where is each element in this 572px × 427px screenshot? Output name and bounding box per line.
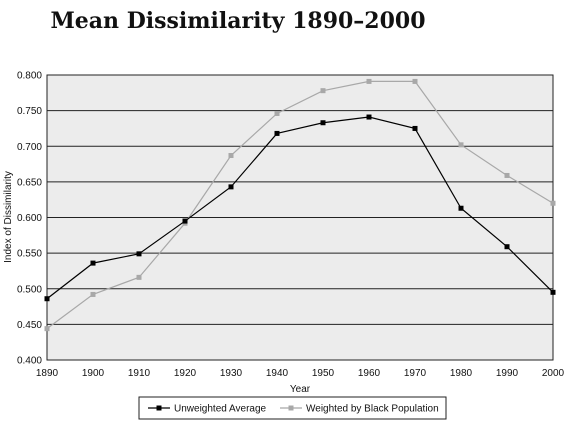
y-tick-label: 0.700	[17, 142, 42, 153]
series-line	[46, 80, 554, 330]
y-tick-label: 0.750	[17, 106, 42, 117]
data-point	[228, 153, 234, 159]
legend-label: Unweighted Average	[174, 404, 267, 415]
x-tick-label: 1980	[450, 368, 473, 379]
x-tick-label: 1900	[82, 368, 105, 379]
y-tick-label: 0.600	[17, 213, 42, 224]
x-tick-labels: 1890 1900 1910 1920 1930 1940 1950 1960 1970 1980…	[36, 368, 565, 379]
series-line	[46, 116, 554, 300]
data-point	[366, 78, 372, 84]
data-point	[412, 78, 418, 84]
series-points	[44, 78, 556, 332]
x-tick-label: 1950	[312, 368, 335, 379]
data-point	[182, 218, 188, 224]
x-tick-label: 1930	[220, 368, 243, 379]
data-point	[320, 120, 326, 126]
legend-marker	[288, 405, 294, 411]
chart-title: Mean Dissimilarity 1890–2000	[50, 8, 426, 34]
y-tick-label: 0.400	[17, 356, 42, 367]
x-tick-label: 1990	[496, 368, 519, 379]
series-lines	[46, 80, 554, 330]
x-tick-label: 1940	[266, 368, 289, 379]
data-point	[504, 244, 510, 250]
data-point	[274, 110, 280, 116]
y-tick-labels: 0.400 0.450 0.500 0.550 0.600 0.650 0.700 0.750…	[17, 71, 42, 367]
x-tick-label: 1960	[358, 368, 381, 379]
y-tick-label: 0.450	[17, 320, 42, 331]
y-axis-label: Index of Dissimilarity	[3, 171, 14, 263]
x-axis-label: Year	[290, 384, 311, 395]
x-tick-label: 1890	[36, 368, 59, 379]
data-point	[44, 326, 50, 332]
x-tick-label: 1970	[404, 368, 427, 379]
x-tick-label: 1920	[174, 368, 197, 379]
data-point	[366, 114, 372, 120]
data-point	[504, 172, 510, 178]
x-tick-label: 1910	[128, 368, 151, 379]
data-point	[550, 200, 556, 206]
y-tick-label: 0.500	[17, 284, 42, 295]
data-point	[320, 88, 326, 94]
data-point	[458, 142, 464, 148]
data-point	[412, 125, 418, 131]
legend: Unweighted Average Weighted by Black Popu…	[138, 396, 447, 420]
data-point	[90, 291, 96, 297]
x-tick-label: 2000	[542, 368, 565, 379]
data-point	[44, 296, 50, 302]
data-point	[458, 205, 464, 211]
data-point	[550, 289, 556, 295]
legend-label: Weighted by Black Population	[306, 404, 439, 415]
data-point	[274, 130, 280, 136]
grid-lines	[47, 110, 553, 325]
y-tick-label: 0.650	[17, 177, 42, 188]
y-tick-label: 0.800	[17, 71, 42, 82]
legend-marker	[156, 405, 162, 411]
y-tick-label: 0.550	[17, 249, 42, 260]
data-point	[228, 184, 234, 190]
data-point	[136, 251, 142, 257]
data-point	[90, 260, 96, 266]
data-point	[136, 274, 142, 280]
